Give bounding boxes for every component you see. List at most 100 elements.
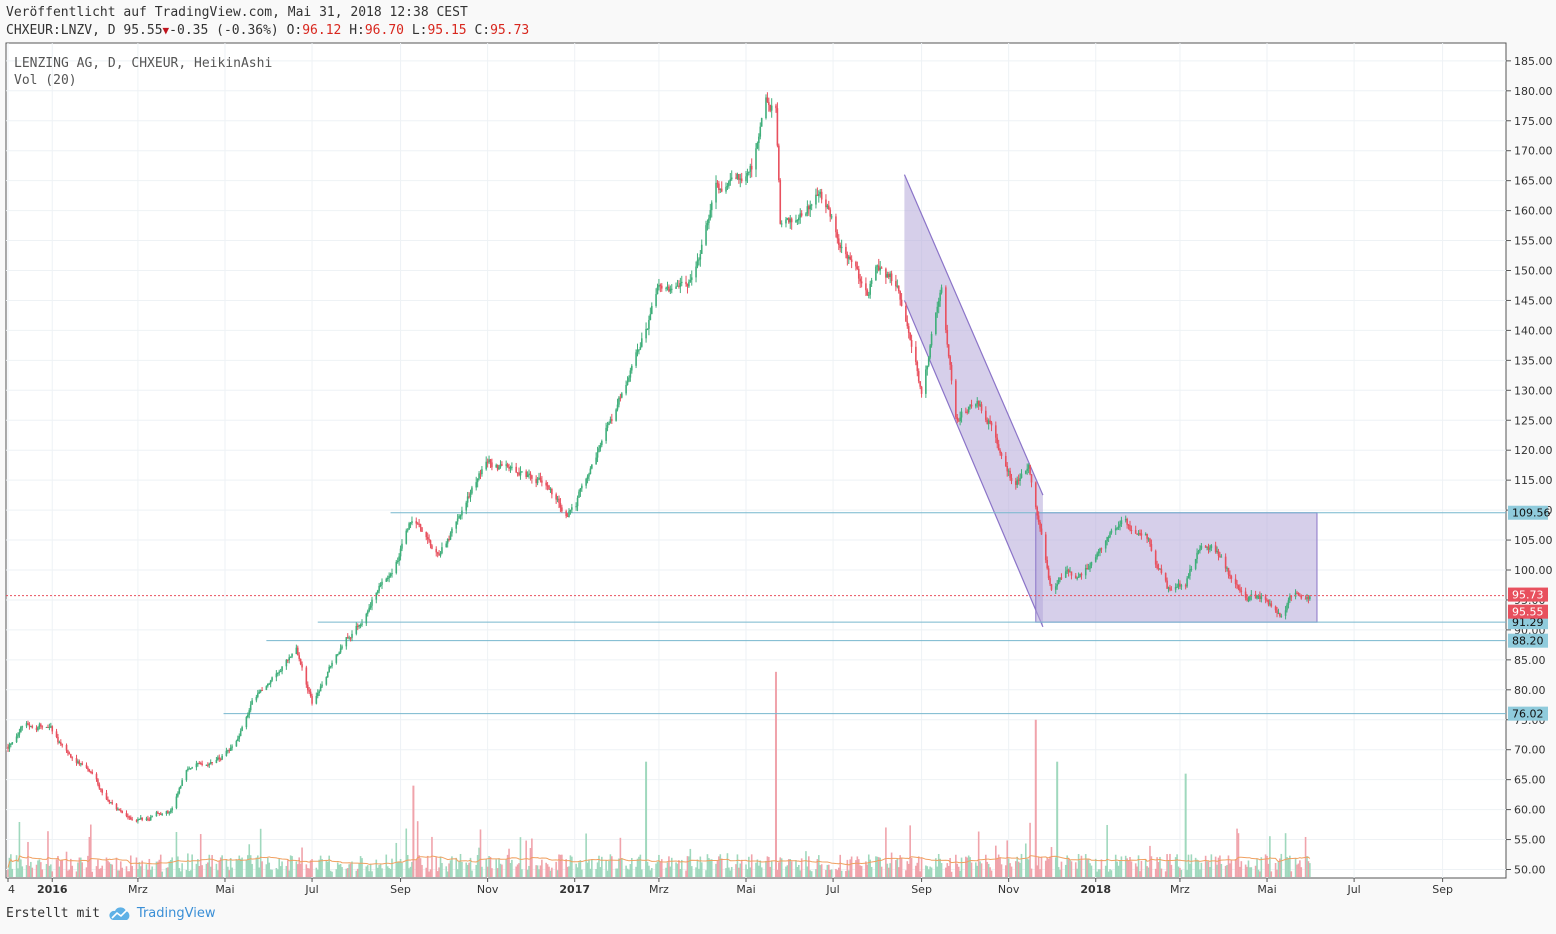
candle-body — [730, 177, 733, 180]
candle-body — [906, 321, 909, 327]
volume-bar — [949, 857, 951, 877]
candle-body — [1244, 591, 1247, 598]
volume-bar — [319, 855, 322, 877]
y-tick-label: 140.00 — [1514, 324, 1553, 337]
published-line: Veröffentlicht auf TradingView.com, Mai … — [6, 5, 468, 20]
candle-body — [699, 253, 702, 260]
candle-body — [185, 770, 188, 781]
volume-bar — [121, 867, 123, 877]
volume-bar — [879, 857, 881, 877]
volume-bar — [399, 859, 402, 877]
candle-body — [1197, 550, 1200, 553]
x-tick-label: 2016 — [37, 883, 68, 896]
volume-bar — [917, 856, 920, 877]
y-tick-label: 180.00 — [1514, 85, 1553, 98]
volume-bar — [1134, 863, 1137, 877]
volume-bar — [1186, 870, 1188, 877]
volume-bar — [458, 861, 460, 877]
volume-bar — [309, 860, 312, 877]
candle-body — [201, 763, 203, 765]
level-label: 76.02 — [1512, 708, 1544, 721]
candle-body — [205, 764, 208, 766]
candle-body — [1164, 572, 1167, 581]
volume-bar — [795, 860, 797, 877]
candle-body — [187, 768, 189, 771]
candle-body — [1029, 465, 1031, 475]
volume-bar — [378, 865, 380, 877]
candle-body — [1099, 548, 1101, 552]
volume-bar — [1166, 854, 1168, 877]
candle-body — [40, 724, 42, 727]
volume-bar — [1280, 853, 1283, 877]
volume-bar — [705, 870, 707, 877]
candle-body — [291, 654, 293, 657]
candle-body — [1004, 455, 1007, 467]
candle-body — [625, 384, 627, 394]
volume-bar — [1144, 859, 1147, 877]
candle-body — [208, 763, 211, 766]
x-tick-label: 4 — [8, 883, 15, 896]
y-tick-label: 65.00 — [1514, 774, 1546, 787]
candle-body — [788, 218, 790, 223]
candle-body — [20, 727, 22, 733]
volume-bar — [606, 870, 609, 877]
candle-body — [1129, 525, 1131, 530]
volume-bar — [219, 857, 222, 877]
candle-body — [381, 581, 383, 585]
candle-body — [237, 738, 239, 741]
volume-bar — [538, 869, 540, 877]
volume-bar — [351, 861, 353, 877]
candle-body — [969, 404, 971, 407]
candle-body — [151, 816, 153, 818]
candle-body — [728, 181, 730, 186]
series-legend: LENZING AG, D, CHXEUR, HeikinAshi — [14, 56, 272, 71]
volume-bar — [198, 866, 201, 877]
candle-body — [1279, 612, 1281, 617]
y-tick-label: 50.00 — [1514, 864, 1546, 877]
candle-body — [1217, 550, 1220, 556]
candle-body — [501, 464, 503, 466]
candle-body — [411, 521, 413, 523]
candle-body — [611, 419, 613, 421]
volume-bar — [728, 867, 730, 877]
plot-area[interactable] — [5, 42, 1507, 879]
candle-body — [1030, 474, 1033, 483]
candle-body — [859, 278, 861, 282]
candle-body — [865, 283, 867, 291]
volume-bar — [78, 857, 81, 877]
candle-body — [715, 182, 717, 203]
volume-bar — [575, 863, 577, 877]
volume-bar — [571, 856, 573, 877]
candle-body — [238, 735, 241, 739]
candle-body — [735, 177, 737, 179]
candle-body — [829, 209, 832, 217]
candle-body — [770, 105, 773, 111]
candle-body — [371, 599, 373, 606]
volume-bar — [1004, 865, 1007, 877]
candle-body — [688, 281, 690, 287]
volume-bar — [827, 864, 830, 877]
candle-body — [189, 768, 192, 770]
volume-bar — [247, 855, 249, 877]
volume-bar — [469, 857, 472, 877]
candle-body — [846, 254, 849, 259]
volume-bar — [1059, 869, 1061, 877]
candle-body — [1090, 561, 1093, 566]
volume-bar — [1046, 857, 1048, 877]
candle-body — [818, 194, 820, 196]
candle-body — [609, 419, 612, 423]
tradingview-link[interactable]: TradingView — [108, 906, 215, 921]
volume-bar — [685, 870, 687, 877]
volume-bar — [880, 866, 883, 877]
candle-body — [215, 759, 218, 763]
volume-bar — [115, 857, 118, 877]
volume-bar — [585, 833, 587, 877]
candle-body — [1084, 567, 1087, 576]
volume-bar — [435, 857, 438, 877]
candle-body — [1199, 548, 1201, 551]
volume-bar — [869, 859, 871, 877]
candle-body — [655, 294, 657, 306]
candle-body — [827, 205, 830, 210]
candle-body — [525, 471, 527, 477]
